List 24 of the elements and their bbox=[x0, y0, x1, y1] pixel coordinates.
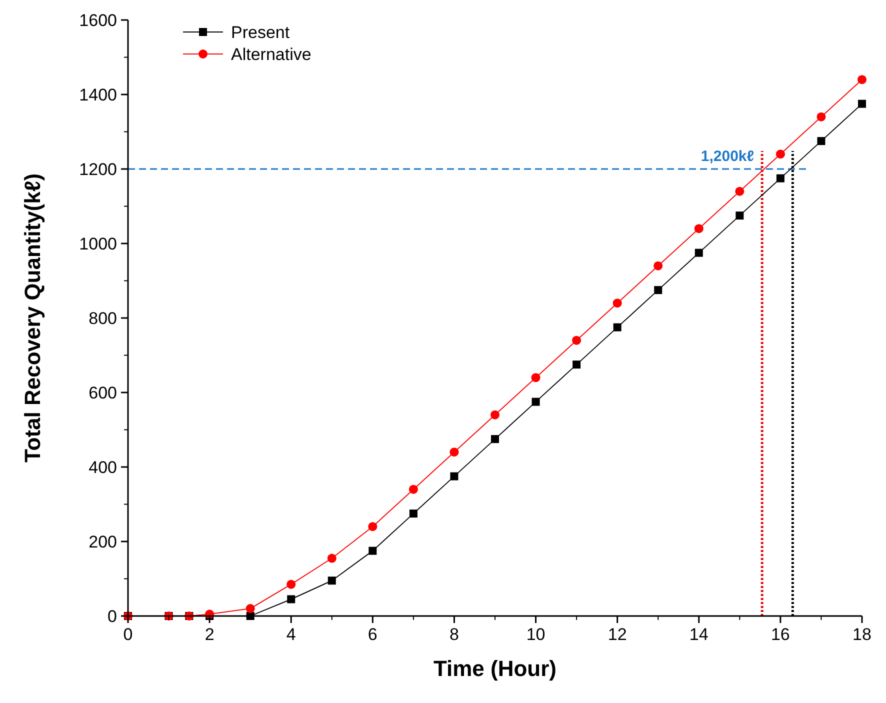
x-tick-label: 14 bbox=[689, 625, 708, 644]
x-tick-label: 2 bbox=[204, 625, 214, 644]
ref-line-label: 1,200kℓ bbox=[700, 148, 754, 165]
y-tick-label: 0 bbox=[108, 607, 117, 626]
y-tick-label: 1400 bbox=[79, 86, 117, 104]
y-tick-label: 800 bbox=[88, 309, 117, 328]
legend-label: Present bbox=[231, 23, 290, 42]
y-tick-label: 600 bbox=[88, 384, 117, 402]
y-tick-label: 1200 bbox=[79, 160, 117, 179]
x-tick-label: 4 bbox=[286, 625, 296, 644]
x-tick-label: 12 bbox=[608, 625, 627, 644]
x-tick-label: 16 bbox=[770, 625, 790, 644]
x-tick-label: 8 bbox=[449, 625, 459, 644]
y-tick-label: 200 bbox=[88, 532, 117, 552]
y-tick-label: 1000 bbox=[79, 234, 117, 254]
y-tick-label: 1600 bbox=[79, 11, 117, 30]
x-axis-title: Time (Hour) bbox=[433, 656, 557, 681]
y-axis-title: Total Recovery Quantity(kℓ) bbox=[20, 173, 45, 463]
x-tick-label: 0 bbox=[123, 625, 133, 644]
x-tick-label: 6 bbox=[368, 625, 378, 644]
x-tick-label: 10 bbox=[526, 625, 546, 644]
y-tick-label: 400 bbox=[88, 458, 117, 477]
legend-label: Alternative bbox=[231, 45, 312, 64]
x-tick-label: 18 bbox=[852, 625, 872, 644]
